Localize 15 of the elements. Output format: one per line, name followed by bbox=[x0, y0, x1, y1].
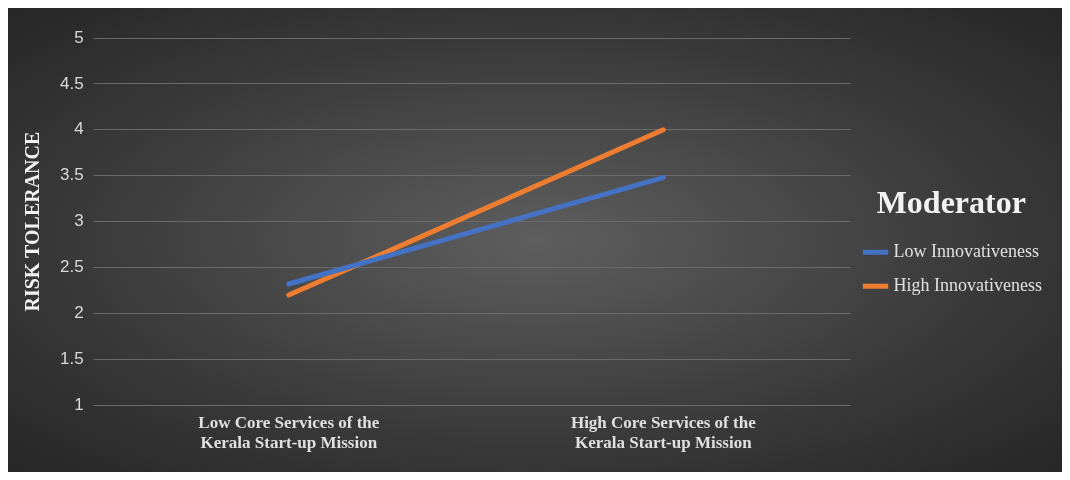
y-tick-label: 3.5 bbox=[59, 165, 84, 185]
y-tick-label: 4.5 bbox=[59, 73, 84, 93]
y-tick-label: 1.5 bbox=[59, 348, 84, 368]
y-tick-label: 3 bbox=[74, 211, 84, 231]
x-tick-label: Low Core Services of the Kerala Start-up Mission bbox=[198, 412, 380, 453]
y-tick-label: 2 bbox=[74, 303, 84, 323]
legend-label: Low Innovativeness bbox=[893, 240, 1039, 261]
y-tick-label: 1 bbox=[74, 394, 84, 414]
y-tick-label: 2.5 bbox=[59, 257, 84, 277]
legend-title: Moderator bbox=[876, 184, 1026, 221]
legend-label: High Innovativeness bbox=[893, 274, 1043, 295]
y-tick-label: 5 bbox=[74, 27, 84, 47]
y-axis-title: RISK TOLERANCE bbox=[21, 131, 44, 312]
x-tick-label: High Core Services of the Kerala Start-up Mission bbox=[570, 412, 757, 453]
y-tick-label: 4 bbox=[74, 119, 84, 139]
